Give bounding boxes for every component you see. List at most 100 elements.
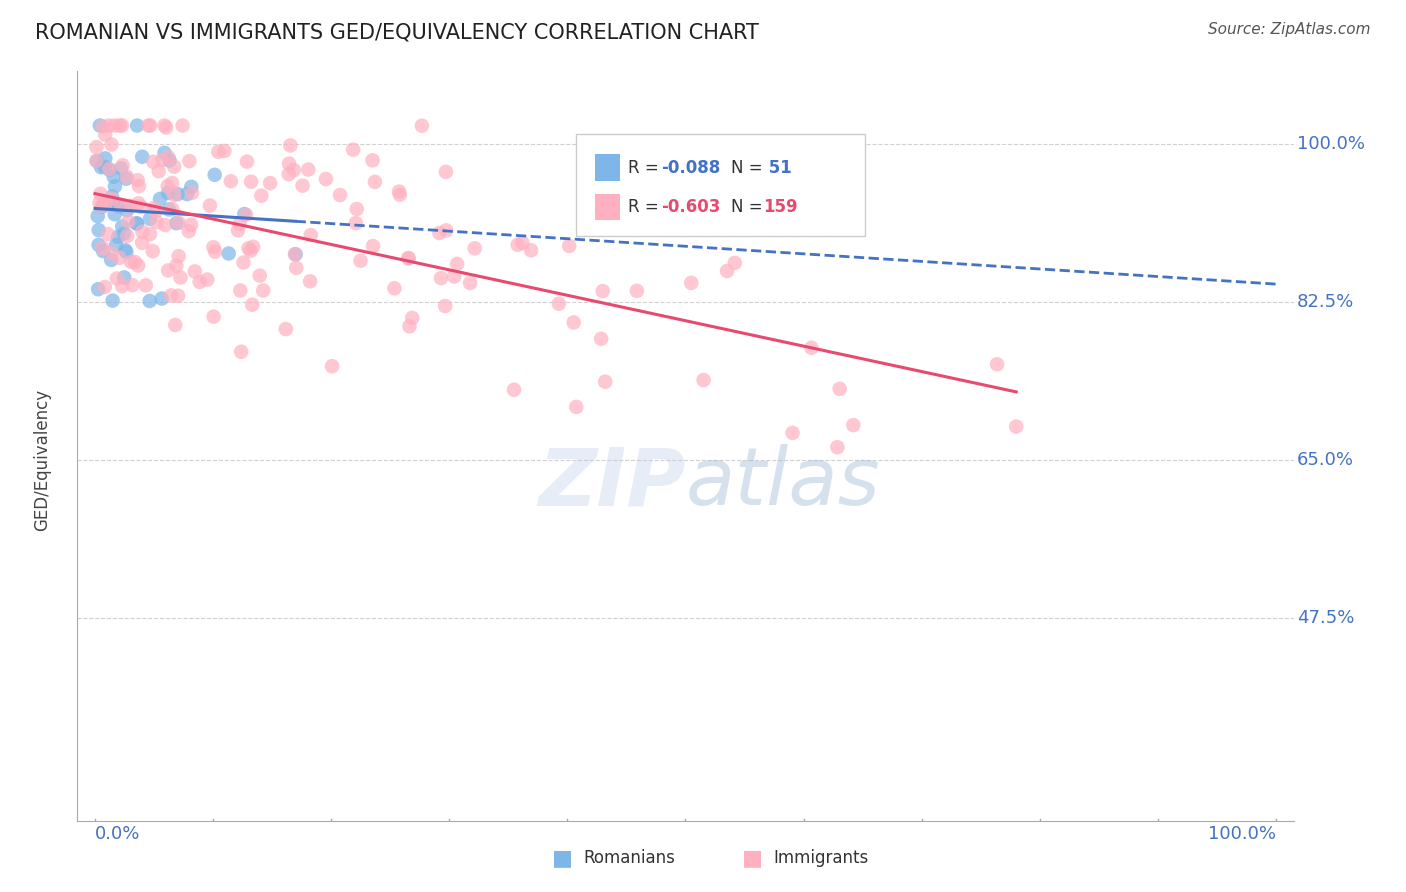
Text: 47.5%: 47.5% bbox=[1298, 608, 1354, 626]
Immigrants bbox=[239, 244, 262, 258]
Immigrants bbox=[315, 172, 337, 186]
Romanians bbox=[87, 237, 110, 252]
Immigrants bbox=[94, 128, 117, 142]
Immigrants bbox=[342, 143, 364, 157]
Immigrants bbox=[157, 150, 180, 164]
Immigrants bbox=[155, 120, 177, 135]
Immigrants bbox=[384, 281, 406, 295]
Romanians bbox=[94, 160, 117, 174]
Immigrants bbox=[226, 223, 249, 237]
Romanians bbox=[125, 119, 148, 133]
Romanians bbox=[104, 179, 127, 194]
Immigrants bbox=[434, 165, 457, 179]
Immigrants bbox=[135, 278, 157, 293]
Immigrants bbox=[139, 119, 162, 133]
Immigrants bbox=[167, 216, 190, 230]
Immigrants bbox=[108, 119, 131, 133]
Romanians bbox=[115, 245, 138, 260]
Immigrants bbox=[388, 185, 411, 199]
Immigrants bbox=[252, 284, 274, 298]
Immigrants bbox=[104, 119, 127, 133]
Immigrants bbox=[127, 259, 149, 273]
Immigrants bbox=[278, 156, 301, 170]
Immigrants bbox=[202, 240, 225, 254]
Immigrants bbox=[124, 255, 146, 269]
Immigrants bbox=[593, 375, 616, 389]
Immigrants bbox=[172, 119, 194, 133]
Romanians bbox=[103, 169, 125, 184]
Immigrants bbox=[388, 187, 411, 202]
Immigrants bbox=[434, 299, 457, 313]
Romanians bbox=[91, 200, 114, 214]
Immigrants bbox=[127, 196, 149, 211]
Immigrants bbox=[558, 239, 581, 253]
Immigrants bbox=[131, 225, 153, 239]
Romanians bbox=[103, 194, 125, 209]
Immigrants bbox=[177, 224, 200, 238]
Immigrants bbox=[250, 188, 273, 202]
Romanians bbox=[91, 244, 114, 258]
Romanians bbox=[94, 152, 117, 166]
Immigrants bbox=[626, 284, 648, 298]
Immigrants bbox=[232, 255, 254, 269]
Immigrants bbox=[111, 279, 134, 293]
Text: N =: N = bbox=[731, 159, 768, 177]
Romanians bbox=[108, 199, 131, 213]
Immigrants bbox=[180, 218, 202, 232]
Immigrants bbox=[195, 272, 218, 286]
Immigrants bbox=[284, 247, 307, 261]
Immigrants bbox=[89, 186, 111, 201]
Immigrants bbox=[105, 271, 128, 285]
Romanians bbox=[233, 207, 256, 221]
Immigrants bbox=[329, 188, 352, 202]
Text: -0.603: -0.603 bbox=[661, 198, 720, 216]
Immigrants bbox=[165, 259, 187, 273]
Text: GED/Equivalency: GED/Equivalency bbox=[32, 389, 51, 531]
Immigrants bbox=[238, 241, 260, 255]
Romanians bbox=[111, 219, 134, 234]
Immigrants bbox=[165, 318, 187, 332]
Immigrants bbox=[842, 418, 865, 433]
Immigrants bbox=[259, 176, 281, 190]
Romanians bbox=[166, 187, 188, 202]
Immigrants bbox=[361, 153, 384, 168]
Romanians bbox=[165, 216, 187, 230]
Immigrants bbox=[111, 119, 134, 133]
Text: ZIP: ZIP bbox=[538, 444, 686, 523]
Immigrants bbox=[321, 359, 343, 373]
Immigrants bbox=[108, 251, 131, 265]
Immigrants bbox=[117, 214, 139, 228]
Immigrants bbox=[512, 235, 534, 250]
Immigrants bbox=[142, 244, 165, 259]
Immigrants bbox=[179, 154, 201, 169]
Romanians bbox=[157, 186, 180, 200]
Romanians bbox=[101, 189, 124, 203]
Immigrants bbox=[94, 280, 117, 294]
Immigrants bbox=[157, 263, 180, 277]
Immigrants bbox=[86, 140, 108, 154]
Romanians bbox=[98, 162, 121, 177]
Immigrants bbox=[299, 227, 322, 242]
Romanians bbox=[101, 293, 124, 308]
Immigrants bbox=[681, 276, 703, 290]
Romanians bbox=[86, 154, 108, 169]
Immigrants bbox=[274, 322, 297, 336]
Romanians bbox=[176, 187, 198, 202]
Immigrants bbox=[692, 373, 714, 387]
Immigrants bbox=[716, 264, 738, 278]
Immigrants bbox=[346, 202, 368, 216]
Romanians bbox=[115, 203, 138, 218]
Immigrants bbox=[283, 163, 305, 178]
Immigrants bbox=[184, 264, 207, 278]
Immigrants bbox=[229, 284, 252, 298]
Immigrants bbox=[235, 208, 257, 222]
Immigrants bbox=[520, 244, 543, 258]
Immigrants bbox=[827, 440, 849, 454]
Immigrants bbox=[724, 256, 747, 270]
Immigrants bbox=[219, 174, 242, 188]
Immigrants bbox=[299, 274, 322, 288]
Immigrants bbox=[111, 158, 134, 172]
Romanians bbox=[204, 168, 226, 182]
Immigrants bbox=[153, 218, 176, 232]
Immigrants bbox=[277, 167, 299, 181]
